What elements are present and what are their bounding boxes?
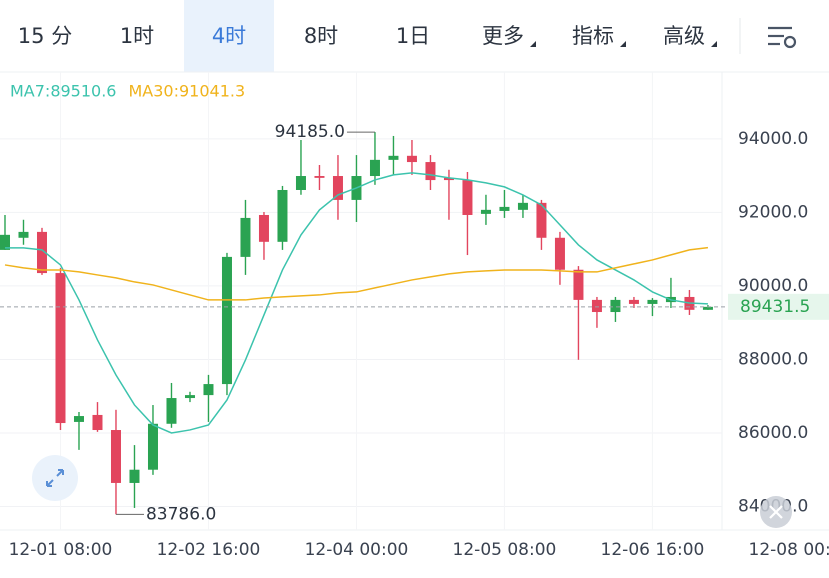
x-tick-label: 12-05 08:00 — [453, 540, 557, 560]
candle-body — [480, 209, 491, 214]
tab-active-bg — [184, 0, 274, 72]
high-label: 94185.0 — [275, 122, 345, 142]
tab[interactable]: 更多 — [482, 24, 524, 48]
legend-entry: MA7:89510.6 — [10, 82, 116, 101]
candle-body — [554, 237, 565, 270]
reset-button[interactable] — [760, 496, 792, 528]
dropdown-arrow — [530, 41, 536, 47]
last-price-tag — [728, 293, 829, 320]
candle-body — [277, 189, 288, 242]
candle-body — [0, 234, 10, 250]
candle-body — [203, 384, 214, 396]
candle-body — [314, 176, 325, 178]
tab-bar: 15 分 1时 4时 8时 1日 更多 指标 高级 — [18, 0, 717, 72]
dropdown-arrow — [711, 41, 717, 47]
candle-body — [73, 416, 84, 422]
dropdown-arrow — [620, 41, 626, 47]
x-tick-label: 12-01 08:00 — [9, 540, 113, 560]
tab[interactable]: 高级 — [663, 24, 705, 48]
x-tick-label: 12-04 00:00 — [305, 540, 409, 560]
tab[interactable]: 8时 — [304, 24, 338, 48]
y-tick-label: 86000.0 — [738, 423, 808, 443]
tab[interactable]: 指标 — [572, 24, 614, 48]
candle-body — [147, 423, 158, 470]
candle-body — [517, 202, 528, 210]
plot: 84000.086000.088000.090000.092000.094000… — [0, 72, 829, 560]
tab[interactable]: 4时 — [212, 24, 246, 48]
candle-body — [240, 217, 251, 257]
candle-body — [591, 299, 602, 313]
candle-body — [388, 155, 399, 160]
legend-entry: MA30:91041.3 — [128, 82, 245, 101]
candle-body — [92, 414, 103, 431]
candle-body — [110, 430, 121, 483]
candle-body — [332, 176, 343, 200]
candle-body — [443, 177, 454, 181]
y-tick-label: 92000.0 — [738, 202, 808, 222]
candle-body — [18, 231, 29, 238]
last-price-label: 89431.5 — [740, 297, 810, 317]
ma-line — [4, 246, 709, 301]
candle-body — [369, 159, 380, 177]
settings-icon[interactable] — [768, 26, 797, 49]
y-tick-label: 94000.0 — [738, 129, 808, 149]
tab[interactable]: 15 分 — [18, 24, 72, 48]
candle-body — [499, 206, 510, 211]
tab[interactable]: 1日 — [396, 24, 430, 48]
tab[interactable]: 1时 — [120, 24, 154, 48]
x-tick-label: 12-06 16:00 — [601, 540, 705, 560]
candle-body — [406, 155, 417, 163]
candle-body — [295, 176, 306, 190]
low-label: 83786.0 — [146, 504, 216, 524]
candle-body — [221, 256, 232, 385]
candle-body — [129, 469, 140, 483]
candle-body — [462, 180, 473, 215]
candle-body — [184, 395, 195, 399]
candle-body — [55, 273, 66, 424]
candle-body — [536, 202, 547, 238]
candle-body — [36, 231, 47, 274]
candle-body — [702, 306, 713, 310]
candle-body — [573, 269, 584, 300]
y-tick-label: 88000.0 — [738, 349, 808, 369]
candle-body — [628, 299, 639, 304]
candle-body — [258, 214, 269, 242]
candle-body — [610, 299, 621, 313]
x-tick-label: 12-02 16:00 — [157, 540, 261, 560]
ma-line — [4, 172, 708, 434]
expand-button[interactable] — [32, 455, 78, 501]
y-tick-label: 90000.0 — [738, 276, 808, 296]
candle-body — [647, 299, 658, 304]
candle-body — [166, 398, 177, 424]
candle-body — [425, 162, 436, 181]
x-tick-label: 12-08 00:00 — [749, 540, 829, 560]
